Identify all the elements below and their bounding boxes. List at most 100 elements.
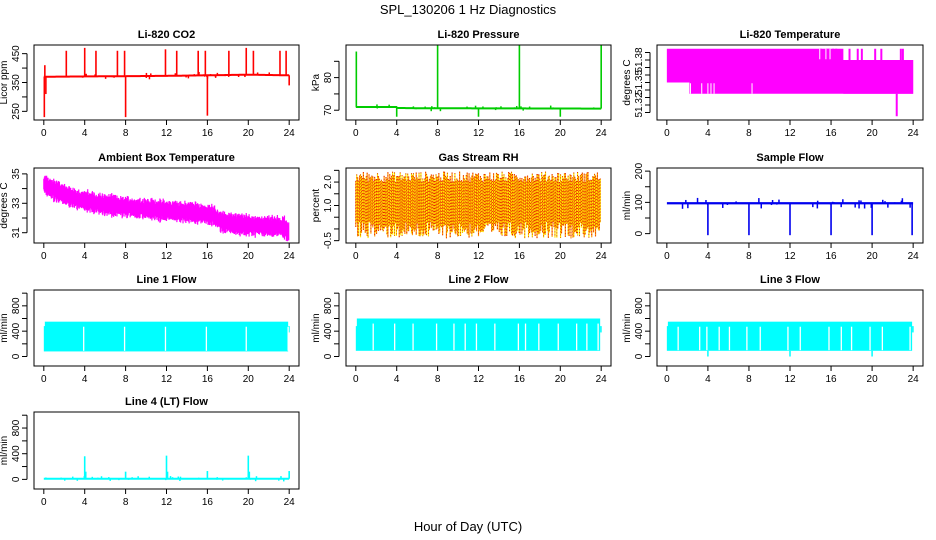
x-tick-label: 4 [705, 374, 711, 385]
x-tick-label: 20 [867, 128, 879, 139]
x-tick-label: 24 [284, 497, 296, 508]
x-axis: 0 4 8 12 16 20 24 [41, 119, 295, 139]
y-axis-label: Licor ppm [0, 61, 10, 105]
y-axis-label: kPa [311, 73, 322, 91]
y-axis: 0 400 800 [11, 414, 28, 482]
y-tick-label: 2.0 [323, 175, 334, 189]
y-axis: 70 80 [323, 60, 340, 116]
x-tick-label: 0 [41, 497, 47, 508]
y-tick-label: 80 [323, 72, 334, 84]
x-tick-label: 24 [908, 251, 920, 262]
x-tick-label: 20 [243, 128, 255, 139]
panel-gas-stream-rh: 0 4 8 12 16 20 24 -0.5 1.0 2.0 Gas Stream RH percen… [311, 152, 612, 262]
x-tick-label: 20 [867, 374, 879, 385]
data-tail [912, 326, 914, 333]
x-tick-label: 16 [514, 128, 526, 139]
panel-title: Gas Stream RH [438, 152, 518, 164]
x-tick-label: 16 [514, 374, 526, 385]
x-tick-label: 12 [784, 251, 796, 262]
x-tick-label: 12 [784, 374, 796, 385]
x-tick-label: 12 [784, 128, 796, 139]
x-tick-label: 24 [284, 374, 296, 385]
y-axis: 0 400 800 [634, 292, 651, 359]
panel-title: Line 3 Flow [760, 274, 820, 286]
panel-li820-co2: 0 4 8 12 16 20 24 250 350 450 Li-820 CO2 Licor ppm [0, 29, 300, 139]
x-tick-label: 0 [353, 374, 359, 385]
x-tick-label: 12 [161, 497, 173, 508]
series-line [43, 73, 290, 78]
x-tick-label: 16 [825, 251, 837, 262]
x-tick-label: 16 [202, 128, 214, 139]
y-tick-label: 0 [11, 353, 22, 359]
x-axis: 0 4 8 12 16 20 24 [353, 365, 607, 385]
y-tick-label: 800 [634, 297, 645, 314]
x-tick-label: 8 [435, 251, 441, 262]
x-tick-label: 0 [353, 251, 359, 262]
plot-area [355, 45, 602, 117]
y-tick-label: 400 [634, 322, 645, 339]
panel-title: Sample Flow [756, 152, 824, 164]
y-axis-label: degrees C [0, 182, 10, 228]
panel-line-3-flow: 0 4 8 12 16 20 24 0 400 800 Line 3 Flow ml/min [622, 274, 924, 385]
panel-line-2-flow: 0 4 8 12 16 20 24 0 400 800 Line 2 Flow ml/min [311, 274, 612, 385]
x-tick-label: 24 [284, 251, 296, 262]
plot-area [355, 318, 602, 351]
x-tick-label: 12 [473, 251, 485, 262]
data-tail [288, 326, 290, 333]
y-tick-label: 35 [11, 168, 22, 180]
x-tick-label: 20 [555, 374, 567, 385]
y-axis-label: ml/min [0, 436, 10, 465]
y-axis-label: degrees C [622, 59, 633, 105]
x-tick-label: 0 [664, 374, 670, 385]
x-axis: 0 4 8 12 16 20 24 [41, 242, 296, 262]
data-band [843, 60, 914, 94]
y-tick-label: 0 [11, 476, 22, 482]
x-tick-label: 4 [82, 128, 88, 139]
y-tick-label: -0.5 [323, 232, 334, 250]
panel-title: Line 4 (LT) Flow [125, 396, 208, 408]
y-tick-label: 51.35 [634, 70, 645, 95]
y-axis: 0 400 800 [11, 292, 28, 359]
x-tick-label: 24 [596, 128, 608, 139]
y-axis-label: percent [311, 189, 322, 223]
x-tick-label: 16 [825, 128, 837, 139]
x-tick-label: 4 [394, 128, 400, 139]
plot-area [43, 455, 290, 482]
x-axis: 0 4 8 12 16 20 24 [353, 242, 608, 262]
series-line [355, 106, 602, 110]
panel-ambient-box-temperature: 0 4 8 12 16 20 24 31 33 35 Ambient Box Temperature… [0, 152, 300, 262]
x-axis: 0 4 8 12 16 20 24 [664, 365, 920, 385]
y-tick-label: 800 [323, 297, 334, 314]
y-tick-label: 200 [634, 162, 645, 179]
x-tick-label: 12 [161, 251, 173, 262]
y-tick-label: 70 [323, 104, 334, 116]
x-tick-label: 4 [394, 374, 400, 385]
data-head [666, 326, 669, 351]
x-tick-label: 12 [473, 374, 485, 385]
plot-area [666, 48, 914, 117]
x-tick-label: 20 [243, 374, 255, 385]
y-axis-label: ml/min [0, 313, 10, 342]
y-tick-label: 0 [634, 230, 645, 236]
x-tick-label: 0 [41, 374, 47, 385]
x-tick-label: 20 [555, 251, 567, 262]
x-axis: 0 4 8 12 16 20 24 [353, 119, 608, 139]
y-tick-label: 0 [634, 353, 645, 359]
x-tick-label: 0 [664, 251, 670, 262]
y-axis: -0.5 1.0 2.0 [323, 169, 340, 250]
x-tick-label: 4 [705, 128, 711, 139]
data-head [43, 326, 46, 352]
plot-area [666, 197, 914, 236]
y-tick-label: 450 [11, 45, 22, 62]
x-tick-label: 8 [123, 374, 129, 385]
y-tick-label: 800 [11, 297, 22, 314]
x-tick-label: 0 [41, 251, 47, 262]
x-tick-label: 4 [705, 251, 711, 262]
x-tick-label: 24 [908, 374, 920, 385]
y-tick-label: 100 [634, 194, 645, 211]
y-tick-label: 0 [323, 353, 334, 359]
y-tick-label: 51.38 [634, 47, 645, 72]
y-axis: 250 350 450 [11, 45, 28, 120]
x-tick-label: 24 [596, 251, 608, 262]
